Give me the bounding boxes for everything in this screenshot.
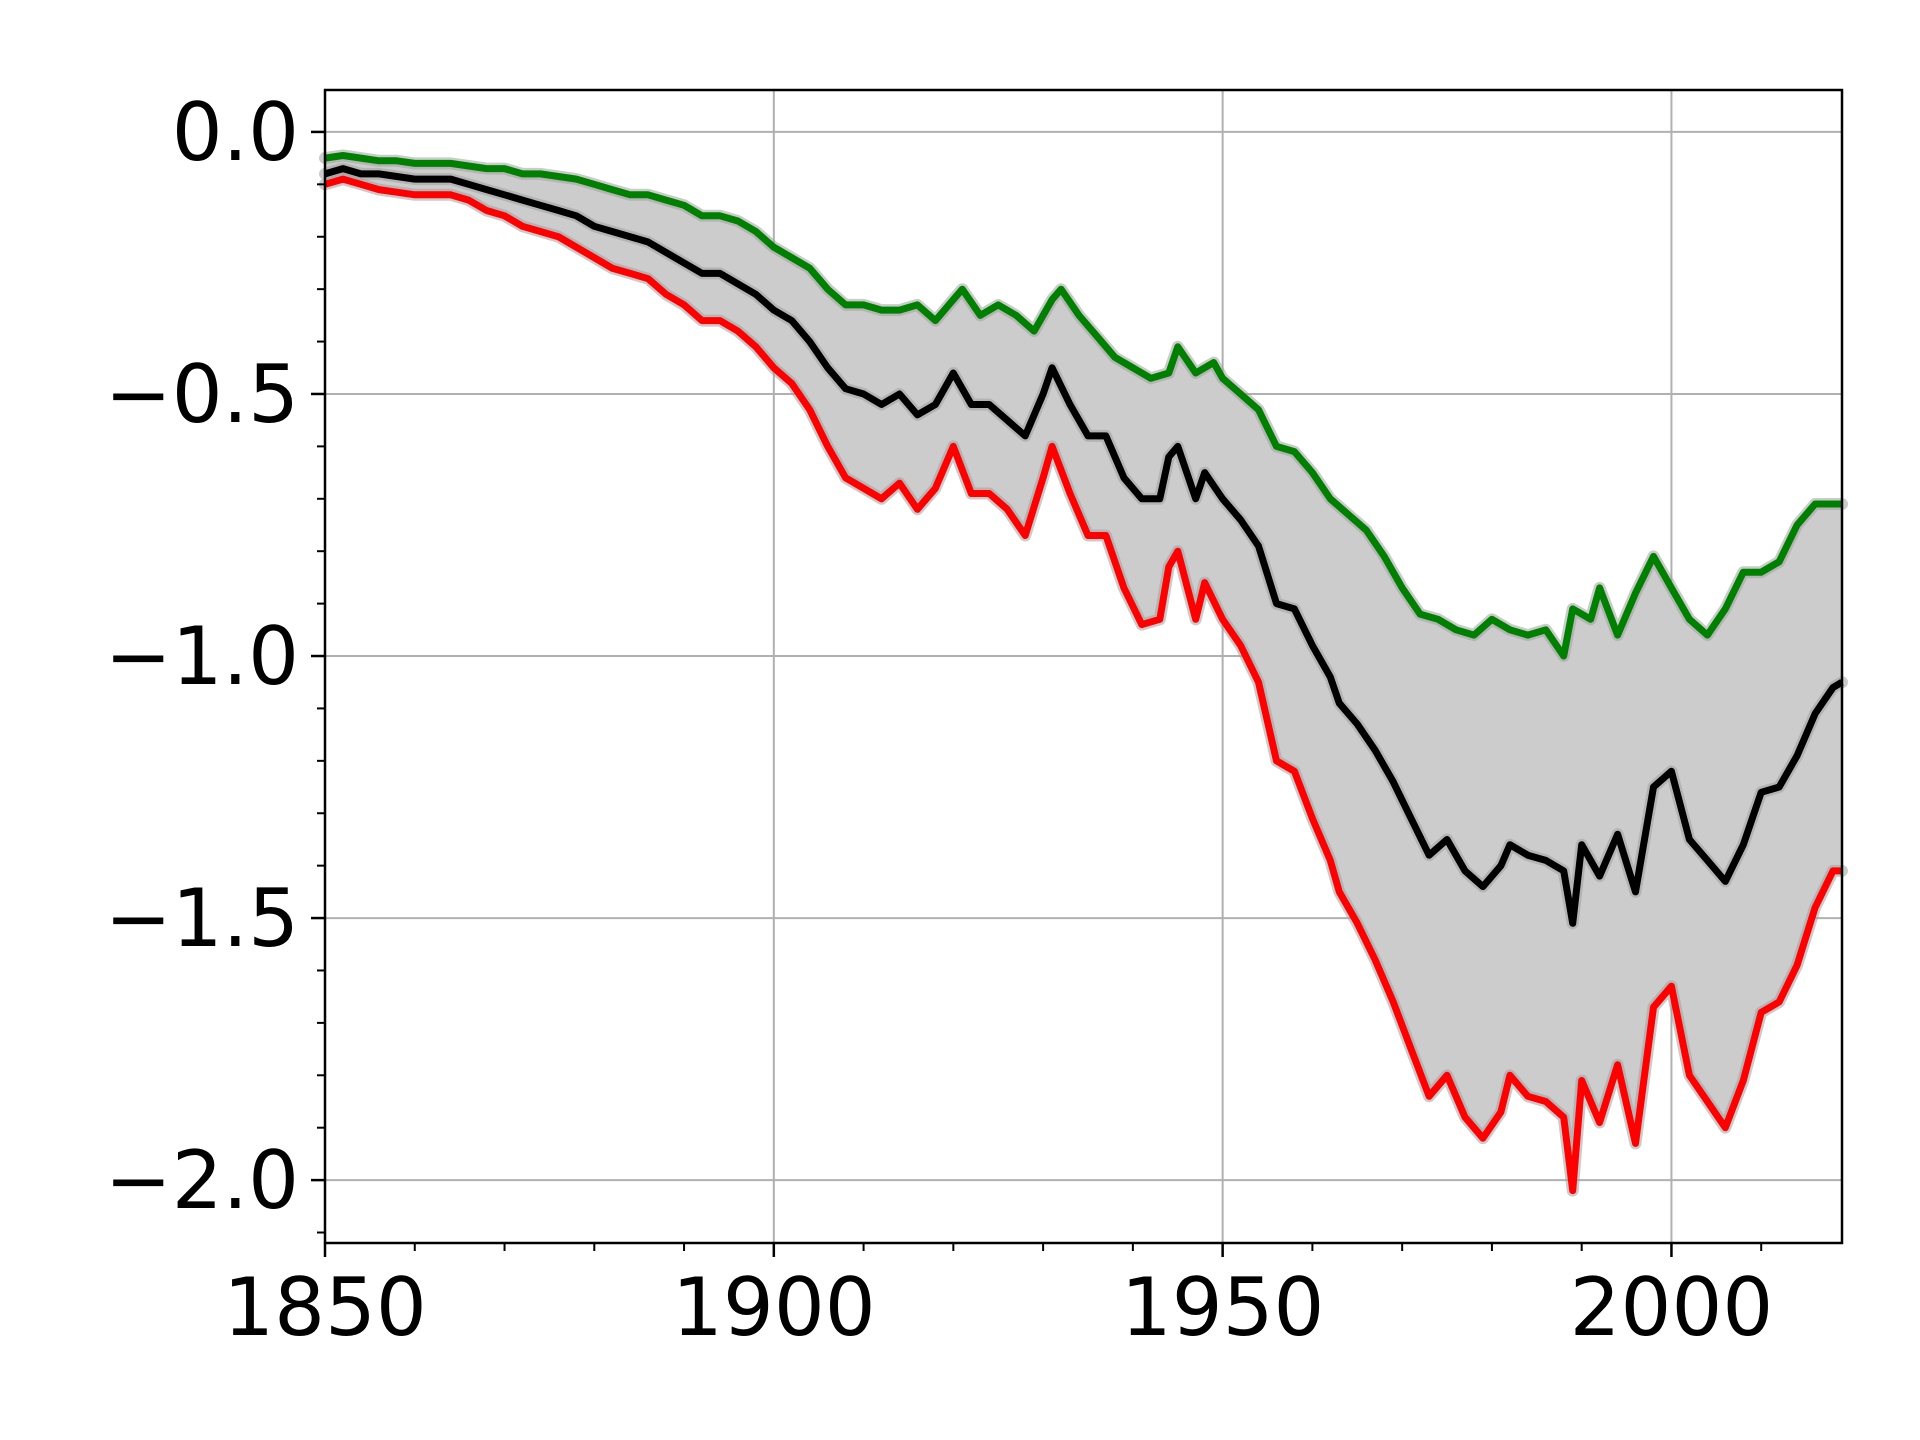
- series-lower-line: [324, 175, 1842, 1195]
- x-tick-label: 1900: [672, 1261, 876, 1354]
- uncertainty-band: [325, 155, 1842, 1191]
- y-tick-label: −2.0: [105, 1134, 299, 1227]
- uncertainty-band-fill: [325, 155, 1842, 1191]
- x-tick-label: 1850: [223, 1261, 427, 1354]
- y-tick-label: −0.5: [105, 348, 299, 441]
- series-central-line: [324, 165, 1844, 927]
- y-axis-tick-labels: 0.0 −0.5 −1.0 −1.5 −2.0: [105, 86, 299, 1227]
- series-upper-line: [324, 152, 1842, 660]
- y-tick-label: −1.0: [105, 610, 299, 703]
- y-tick-label: −1.5: [105, 872, 299, 965]
- x-axis-tick-labels: 1850 1900 1950 2000: [223, 1261, 1773, 1354]
- axis-ticks: [311, 130, 1763, 1257]
- series-lines: [319, 149, 1848, 1197]
- x-tick-label: 2000: [1570, 1261, 1774, 1354]
- y-tick-label: 0.0: [172, 86, 299, 179]
- plot-frame: [323, 88, 1844, 1245]
- x-tick-label: 1950: [1121, 1261, 1325, 1354]
